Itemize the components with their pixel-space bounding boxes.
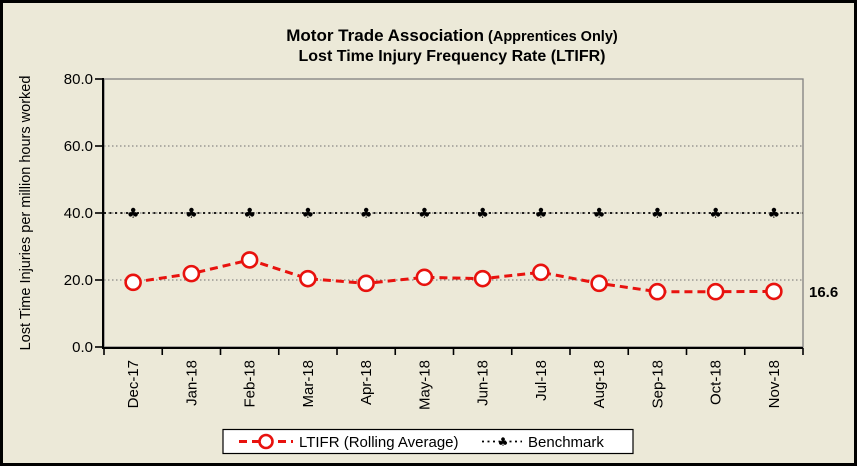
- y-axis-tick-label: 80.0: [64, 71, 93, 88]
- chart-title-line2: Lost Time Injury Frequency Rate (LTIFR): [299, 48, 606, 65]
- benchmark-club-marker: ♣: [243, 206, 256, 222]
- x-axis-category-label: Sep-18: [649, 360, 666, 408]
- ltifr-point-marker: [240, 251, 259, 269]
- y-axis-title: Lost Time Injuries per million hours wor…: [18, 76, 34, 351]
- plot-area: ♣ ♣ ♣ ♣ ♣ ♣ ♣ ♣ ♣ ♣ ♣ ♣ 0.0 20.0 40.0 60.0 80.0 Dec-17 Jan…: [64, 71, 804, 410]
- benchmark-club-marker: ♣: [185, 206, 198, 222]
- x-axis-category-label: Jul-18: [533, 360, 550, 401]
- y-axis-tick-label: 40.0: [64, 205, 93, 222]
- chart-title-main: Motor Trade Association: [286, 26, 484, 45]
- ltifr-point-marker: [473, 269, 492, 288]
- benchmark-club-marker: ♣: [593, 206, 606, 222]
- ltifr-point-marker: [532, 263, 550, 282]
- benchmark-club-marker: ♣: [360, 206, 373, 222]
- legend-item-benchmark: ♣ Benchmark: [482, 434, 604, 451]
- benchmark-club-marker: ♣: [127, 206, 140, 222]
- x-axis-category-label: Apr-18: [358, 360, 375, 405]
- y-axis-tick-label: 0.0: [72, 339, 93, 356]
- y-axis-tick-label: 20.0: [64, 272, 93, 289]
- chart-title-line1: Motor Trade Association (Apprentices Onl…: [286, 26, 618, 45]
- ltifr-legend-circle-icon: [258, 433, 274, 450]
- x-axis-category-label: Mar-18: [300, 360, 317, 408]
- benchmark-club-marker: ♣: [768, 206, 781, 222]
- x-axis-category-label: May-18: [416, 360, 433, 410]
- benchmark-club-marker: ♣: [709, 206, 722, 222]
- benchmark-club-marker: ♣: [535, 206, 548, 222]
- legend-label-ltifr: LTIFR (Rolling Average): [299, 434, 459, 451]
- x-axis-category-label: Oct-18: [708, 360, 725, 405]
- benchmark-club-marker: ♣: [476, 206, 489, 222]
- benchmark-club-marker: ♣: [418, 206, 431, 222]
- legend-label-benchmark: Benchmark: [528, 434, 604, 451]
- x-axis-category-label: Aug-18: [591, 360, 608, 408]
- ltifr-point-marker: [182, 264, 201, 283]
- x-axis-category-label: Dec-17: [125, 360, 142, 408]
- ltifr-point-marker: [648, 282, 667, 301]
- legend-item-ltifr: LTIFR (Rolling Average): [239, 433, 459, 451]
- benchmark-legend-club-icon: ♣: [498, 435, 509, 449]
- ltifr-point-marker: [357, 274, 375, 293]
- chart-title-sub: (Apprentices Only): [484, 29, 618, 45]
- benchmark-club-marker: ♣: [302, 206, 315, 222]
- benchmark-club-marker: ♣: [651, 206, 664, 222]
- legend: LTIFR (Rolling Average) ♣ Benchmark: [222, 428, 634, 455]
- ltifr-point-marker: [299, 269, 317, 288]
- x-axis-category-label: Nov-18: [766, 360, 783, 408]
- ltifr-line: [132, 258, 774, 294]
- x-axis-category-label: Feb-18: [242, 360, 259, 408]
- x-axis-category-label: Jan-18: [183, 360, 200, 406]
- ltifr-point-marker: [124, 273, 142, 292]
- ltifr-point-marker: [706, 282, 725, 301]
- x-axis-category-label: Jun-18: [475, 360, 492, 406]
- ltifr-point-marker: [415, 268, 434, 287]
- ltifr-point-marker: [765, 282, 783, 301]
- ltifr-point-marker: [590, 274, 608, 293]
- last-value-label: 16.6: [809, 284, 838, 301]
- y-axis-tick-label: 60.0: [64, 138, 93, 155]
